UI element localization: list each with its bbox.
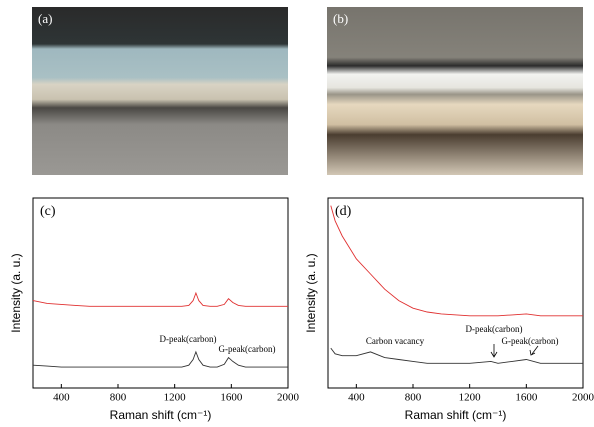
arrows — [490, 344, 539, 358]
x-tick-label: 1200 — [164, 392, 187, 404]
y-axis-label: Intensity (a. u.) — [304, 253, 318, 332]
micrograph-a — [32, 7, 288, 175]
plot-frame — [327, 197, 584, 389]
x-axis-label: Raman shift (cm⁻¹) — [405, 408, 507, 422]
chart-title: (c) — [40, 204, 56, 219]
spectrum-line — [330, 205, 583, 317]
panel-label: (a) — [38, 11, 52, 26]
y-axis-label: Intensity (a. u.) — [9, 253, 23, 332]
x-tick-label: 800 — [110, 392, 127, 404]
x-tick-label: 1600 — [515, 392, 538, 404]
annotation: G-peak(carbon) — [219, 344, 276, 354]
micrograph-b — [327, 7, 583, 175]
x-tick-label: 2000 — [572, 392, 594, 404]
panel-label: (b) — [333, 11, 348, 26]
chart-title: (d) — [335, 204, 352, 219]
spectrum-line — [32, 350, 288, 368]
x-tick-label: 1200 — [459, 392, 482, 404]
annotation: Carbon vacancy — [366, 336, 425, 346]
x-tick-label: 2000 — [277, 392, 300, 404]
x-axis-label: Raman shift (cm⁻¹) — [110, 408, 212, 422]
x-tick-label: 800 — [405, 392, 422, 404]
spectrum-line — [32, 291, 288, 307]
x-tick-label: 400 — [53, 392, 70, 404]
spectrum-line — [330, 347, 583, 364]
x-tick-label: 400 — [348, 392, 365, 404]
annotation: D-peak(carbon) — [160, 334, 217, 344]
plot-frame — [32, 197, 289, 389]
x-tick-label: 1600 — [220, 392, 243, 404]
annotation: D-peak(carbon) — [466, 324, 523, 334]
annotation: G-peak(carbon) — [502, 336, 559, 346]
